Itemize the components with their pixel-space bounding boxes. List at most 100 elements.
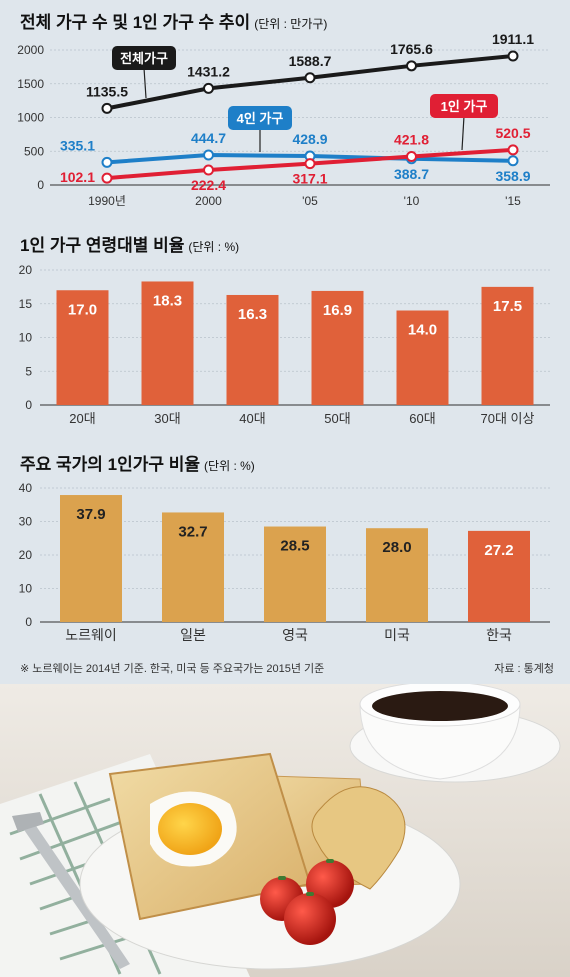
y-tick-label: 10 — [19, 582, 33, 596]
data-label: 428.9 — [292, 131, 327, 147]
legend-label: 전체가구 — [120, 51, 168, 66]
x-tick-label: 20대 — [69, 411, 95, 426]
data-label: 317.1 — [292, 171, 327, 187]
data-label: 520.5 — [495, 125, 530, 141]
x-tick-label: 1990년 — [88, 194, 126, 208]
y-tick-label: 500 — [24, 144, 44, 158]
data-point — [101, 102, 113, 114]
bar-value-label: 28.5 — [280, 538, 309, 555]
bar-value-label: 17.5 — [493, 298, 522, 315]
x-tick-label: 30대 — [154, 411, 180, 426]
bar-value-label: 32.7 — [178, 523, 207, 540]
x-tick-label: 영국 — [282, 627, 308, 643]
y-tick-label: 5 — [25, 364, 32, 378]
legend-box — [430, 94, 498, 118]
chart1-title: 전체 가구 수 및 1인 가구 수 추이 — [20, 13, 251, 32]
data-point — [203, 149, 214, 161]
data-point — [304, 72, 316, 84]
bar — [311, 290, 364, 405]
chart2-title-row: 1인 가구 연령대별 비율 (단위 : %) — [20, 231, 239, 256]
y-tick-label: 1500 — [17, 77, 44, 91]
data-point — [101, 156, 113, 168]
x-tick-label: 한국 — [486, 627, 512, 643]
data-label: 1765.6 — [390, 41, 433, 57]
x-tick-label: 50대 — [324, 411, 350, 426]
x-tick-label: '15 — [505, 194, 521, 208]
data-point — [304, 158, 316, 170]
data-point — [406, 60, 417, 72]
y-tick-label: 15 — [19, 297, 33, 311]
y-tick-label: 20 — [19, 548, 33, 562]
chart1-unit: (단위 : 만가구) — [254, 17, 328, 31]
chart2-unit: (단위 : %) — [188, 240, 240, 254]
data-point — [507, 155, 519, 167]
data-point — [507, 144, 519, 156]
legend-box — [112, 46, 176, 70]
bar-value-label: 16.3 — [238, 306, 267, 323]
bar — [56, 290, 109, 405]
bar-value-label: 27.2 — [484, 542, 513, 559]
data-label: 1588.7 — [289, 53, 332, 69]
legend-leader — [143, 67, 147, 99]
bar — [226, 294, 279, 405]
data-point — [406, 151, 417, 163]
bar — [366, 528, 428, 622]
bar — [60, 495, 122, 622]
breakfast-photo-icon — [0, 684, 570, 977]
bar-value-label: 37.9 — [76, 506, 105, 523]
chart3-title: 주요 국가의 1인가구 비율 — [20, 455, 201, 474]
x-tick-label: 2000 — [195, 194, 222, 208]
country-ratio-panel: 주요 국가의 1인가구 비율 (단위 : %) 0 10 20 30 40 37.9 노르웨이… — [0, 440, 570, 684]
data-label: 358.9 — [495, 168, 530, 184]
legend-leader — [461, 115, 465, 151]
chart3-title-row: 주요 국가의 1인가구 비율 (단위 : %) — [20, 450, 255, 475]
y-tick-label: 30 — [19, 515, 33, 529]
x-tick-label: 노르웨이 — [65, 627, 117, 643]
y-tick-label: 2000 — [17, 43, 44, 57]
data-label: 222.4 — [191, 177, 226, 193]
footnote: ※ 노르웨이는 2014년 기준. 한국, 미국 등 주요국가는 2015년 기… — [20, 663, 325, 675]
bar-value-label: 14.0 — [408, 322, 437, 339]
bar-value-label: 16.9 — [323, 302, 352, 319]
age-ratio-panel: 1인 가구 연령대별 비율 (단위 : %) 0 5 10 15 20 17.0 20대 18.… — [0, 225, 570, 440]
chart2-title: 1인 가구 연령대별 비율 — [20, 236, 185, 255]
age-ratio-chart: 0 5 10 15 20 17.0 20대 18.3 30대 16.3 40대 16.9 50대 14.0… — [19, 263, 550, 426]
household-trend-chart: 0 500 1000 1500 2000 1990년 2000 '05 '10 '15 1135.5… — [17, 31, 550, 208]
y-tick-label: 1000 — [17, 111, 44, 125]
x-tick-label: '05 — [302, 194, 318, 208]
x-tick-label: 40대 — [239, 411, 265, 426]
bar — [481, 286, 534, 405]
data-label: 335.1 — [60, 137, 95, 153]
y-tick-label: 0 — [25, 398, 32, 412]
legend-label: 4인 가구 — [237, 111, 284, 126]
data-label: 1911.1 — [492, 31, 534, 47]
data-label: 1431.2 — [187, 63, 230, 79]
x-tick-label: 70대 이상 — [481, 411, 535, 426]
legend-label: 1인 가구 — [441, 99, 488, 114]
country-ratio-chart: 0 10 20 30 40 37.9 노르웨이 32.7 일본 28.5 영국 28.0 미국 27.2 한… — [19, 481, 550, 643]
chart3-unit: (단위 : %) — [204, 459, 255, 473]
data-point — [507, 50, 519, 62]
bar — [468, 530, 530, 622]
y-tick-label: 40 — [19, 481, 33, 495]
household-trend-panel: 전체 가구 수 및 1인 가구 수 추이 (단위 : 만가구) 0 500 1000 1… — [0, 0, 570, 225]
x-tick-label: 60대 — [409, 411, 435, 426]
data-label: 102.1 — [60, 169, 95, 185]
x-tick-label: 미국 — [384, 627, 410, 643]
data-point — [203, 82, 214, 94]
bar-value-label: 17.0 — [68, 301, 97, 318]
bar — [396, 310, 449, 405]
source: 자료 : 통계청 — [494, 663, 554, 675]
data-point — [101, 172, 113, 184]
x-tick-label: 일본 — [180, 627, 206, 643]
data-label: 388.7 — [394, 166, 429, 182]
bar — [162, 512, 224, 622]
legend-box — [228, 106, 292, 130]
data-label: 421.8 — [394, 132, 429, 148]
bar — [264, 526, 326, 622]
y-tick-label: 20 — [19, 263, 33, 277]
breakfast-illustration — [0, 684, 570, 977]
y-tick-label: 10 — [19, 331, 33, 345]
data-label: 1135.5 — [86, 83, 128, 99]
bar-value-label: 18.3 — [153, 292, 182, 309]
